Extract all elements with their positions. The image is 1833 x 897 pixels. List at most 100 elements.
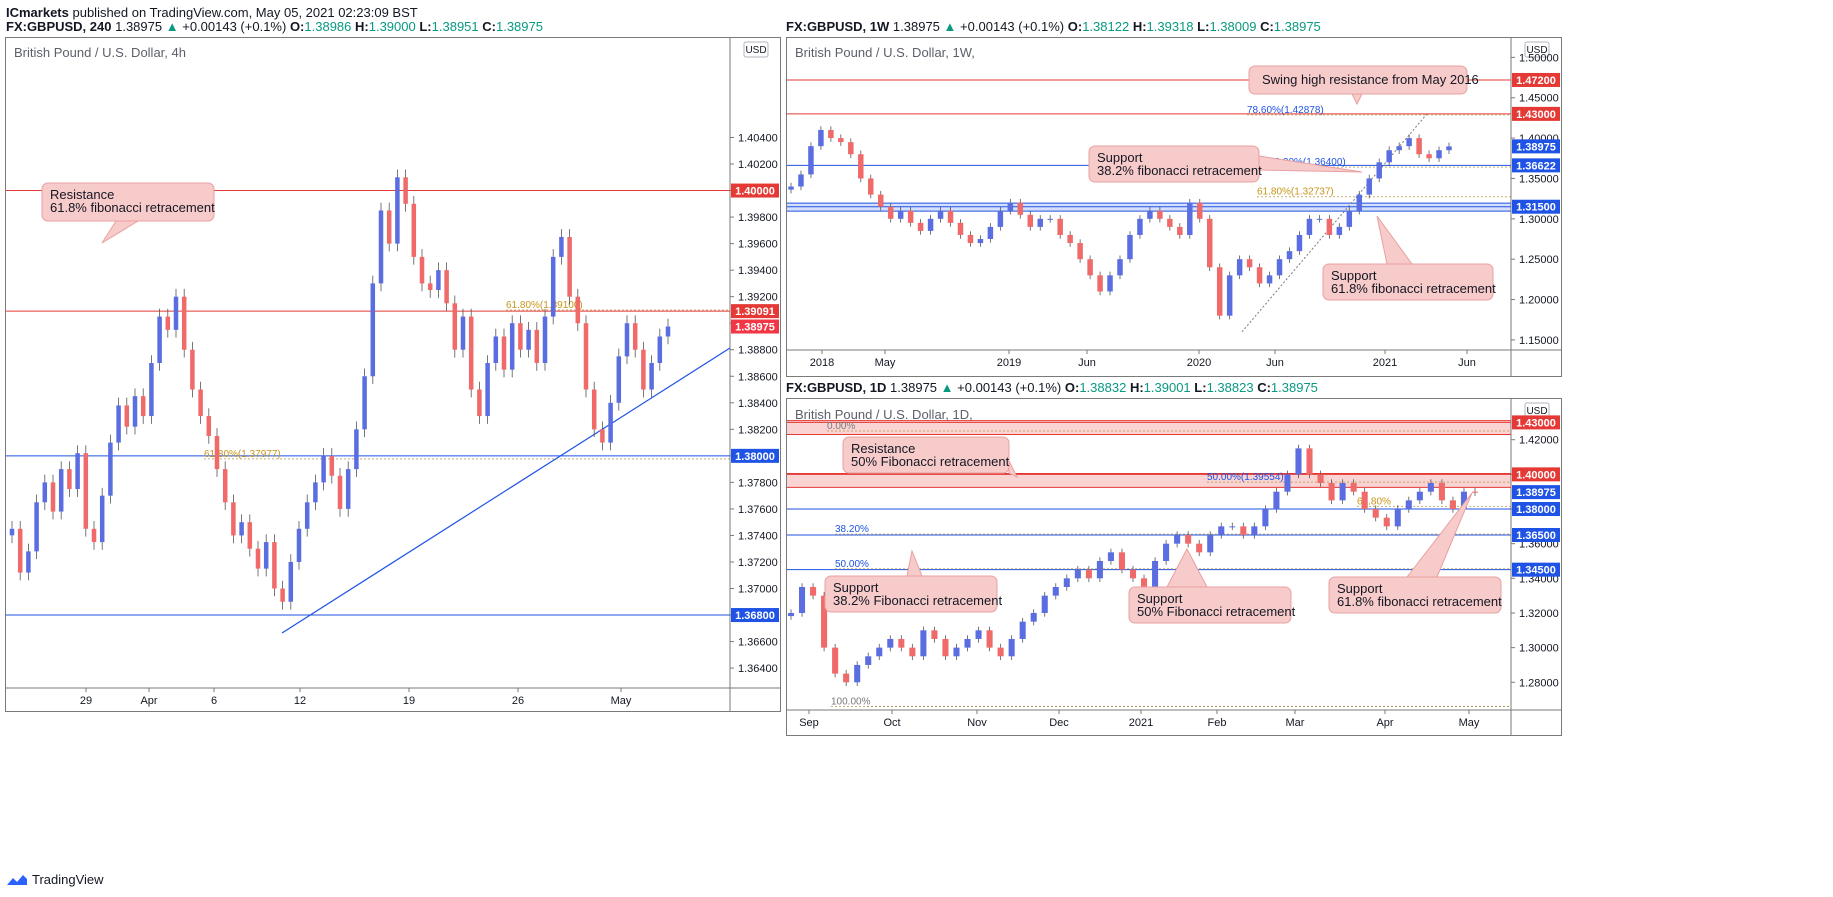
price-tag-label: 1.43000	[1516, 109, 1556, 121]
candle-body	[1251, 526, 1258, 536]
annotation-box	[41, 182, 215, 222]
y-tick-label: 1.15000	[1519, 335, 1559, 347]
candle-body	[1405, 500, 1412, 510]
x-tick-label: 26	[512, 695, 524, 707]
candle-body	[83, 453, 89, 529]
candle-body	[1394, 509, 1401, 527]
candle-body	[818, 130, 824, 147]
candle-body	[1118, 552, 1126, 570]
candle-body	[788, 186, 794, 190]
candle-body	[1339, 483, 1346, 501]
price-tag-label: 1.36800	[735, 610, 775, 622]
y-tick-label: 1.20000	[1519, 295, 1559, 307]
x-tick-label: Jun	[1078, 357, 1096, 369]
candle-body	[67, 469, 72, 490]
x-tick-label: Dec	[1049, 717, 1069, 729]
candle-body	[1284, 474, 1291, 492]
chart3-high: 1.39001	[1143, 380, 1191, 395]
chart-4h-panel[interactable]: British Pound / U.S. Dollar, 4h USD 1.364…	[5, 37, 781, 712]
candle-body	[1256, 267, 1263, 284]
publish-text: published on TradingView.com, May 05, 20…	[68, 5, 418, 20]
annotation-box	[1088, 145, 1260, 183]
y-tick-label: 1.37200	[738, 557, 778, 569]
y-tick-label: 1.40400	[738, 132, 778, 144]
candle-body	[1240, 526, 1247, 536]
chart-1w-svg[interactable]: USD1.150001.200001.250001.300001.350001.…	[787, 38, 1561, 376]
currency-label: USD	[1526, 406, 1547, 417]
candle-body	[452, 303, 458, 350]
price-tag	[731, 319, 779, 334]
annotation-line1: Resistance	[50, 187, 114, 202]
x-tick-label: Sep	[799, 717, 819, 729]
x-tick-label: 12	[294, 695, 306, 707]
chart2-open: 1.38122	[1082, 19, 1130, 34]
candle-body	[832, 647, 839, 674]
candle-body	[9, 528, 15, 536]
fib-label: 61.80%(1.37977)	[204, 449, 281, 460]
candle-body	[567, 236, 572, 297]
candle-body	[165, 316, 171, 330]
price-tag	[1512, 415, 1560, 430]
candle-body	[1236, 259, 1243, 276]
y-tick-label: 1.30000	[1519, 643, 1559, 655]
chart-4h-svg[interactable]: USD 1.36400 1.36600 1.36800 1.37000 1.37200 1.…	[6, 38, 780, 711]
y-tick-label: 1.45000	[1519, 93, 1559, 105]
annotation-line2: 61.8% fibonacci retracement	[1331, 281, 1496, 296]
annotation-line1: Support	[1097, 150, 1143, 165]
x-tick-label: Nov	[967, 717, 987, 729]
candle-body	[337, 475, 343, 509]
candle-body	[1185, 535, 1192, 544]
chart-title: British Pound / U.S. Dollar, 1D,	[795, 407, 973, 422]
y-tick-label: 1.25000	[1519, 254, 1559, 266]
candle-body	[501, 336, 507, 370]
candle-body	[997, 210, 1004, 227]
candle-body	[1460, 491, 1468, 510]
candle-body	[798, 586, 806, 613]
author-name[interactable]: ICmarkets	[6, 5, 69, 20]
candle-body	[1306, 218, 1313, 235]
candle-body	[198, 389, 203, 417]
chart-1w-panel[interactable]: British Pound / U.S. Dollar, 1W, USD 1.15…	[786, 37, 1562, 377]
chart3-symbol[interactable]: FX:GBPUSD, 1D	[786, 380, 887, 395]
chart1-low: 1.38951	[431, 19, 479, 34]
candle-body	[1416, 138, 1422, 155]
price-tag	[1512, 562, 1560, 577]
chart-1d-svg[interactable]: USD1.280001.300001.320001.340001.360001.…	[787, 399, 1561, 735]
candle-body	[345, 469, 351, 509]
candle-body	[1316, 218, 1323, 220]
candle-body	[1137, 218, 1143, 235]
candle-body	[542, 316, 548, 363]
chart-1d-panel[interactable]: British Pound / U.S. Dollar, 1D, USD 1.28…	[786, 398, 1562, 736]
candle-body	[1273, 491, 1280, 510]
candle-body	[1326, 218, 1333, 235]
annotation-line1: Support	[1337, 581, 1383, 596]
price-tag	[731, 183, 779, 198]
footer-brand[interactable]: TradingView	[6, 872, 104, 887]
candle-body	[1218, 526, 1225, 536]
price-tag	[731, 448, 779, 463]
candle-body	[1449, 500, 1456, 510]
price-tag	[1512, 139, 1560, 154]
chart1-change: +0.00143 (+0.1%)	[182, 19, 287, 34]
chart2-symbol[interactable]: FX:GBPUSD, 1W	[786, 19, 890, 34]
candle-body	[272, 542, 277, 589]
candle-body	[436, 270, 441, 291]
candle-body	[986, 630, 993, 648]
chart1-symbol[interactable]: FX:GBPUSD, 240	[6, 19, 112, 34]
candle-body	[231, 502, 236, 536]
candle-body	[810, 586, 817, 596]
y-tick-label: 1.37400	[738, 530, 778, 542]
candle-body	[964, 638, 971, 648]
candle-body	[953, 647, 960, 657]
candle-body	[858, 154, 864, 179]
candle-body	[108, 442, 113, 496]
candle-body	[1328, 483, 1335, 501]
y-tick-label: 1.50000	[1519, 52, 1559, 64]
up-triangle-icon: ▲	[943, 19, 957, 34]
candle-body	[1317, 474, 1324, 484]
candle-body	[868, 178, 874, 195]
candle-body	[1187, 202, 1193, 235]
candle-body	[91, 528, 97, 543]
candle-body	[58, 469, 64, 512]
candle-body	[1163, 543, 1170, 561]
